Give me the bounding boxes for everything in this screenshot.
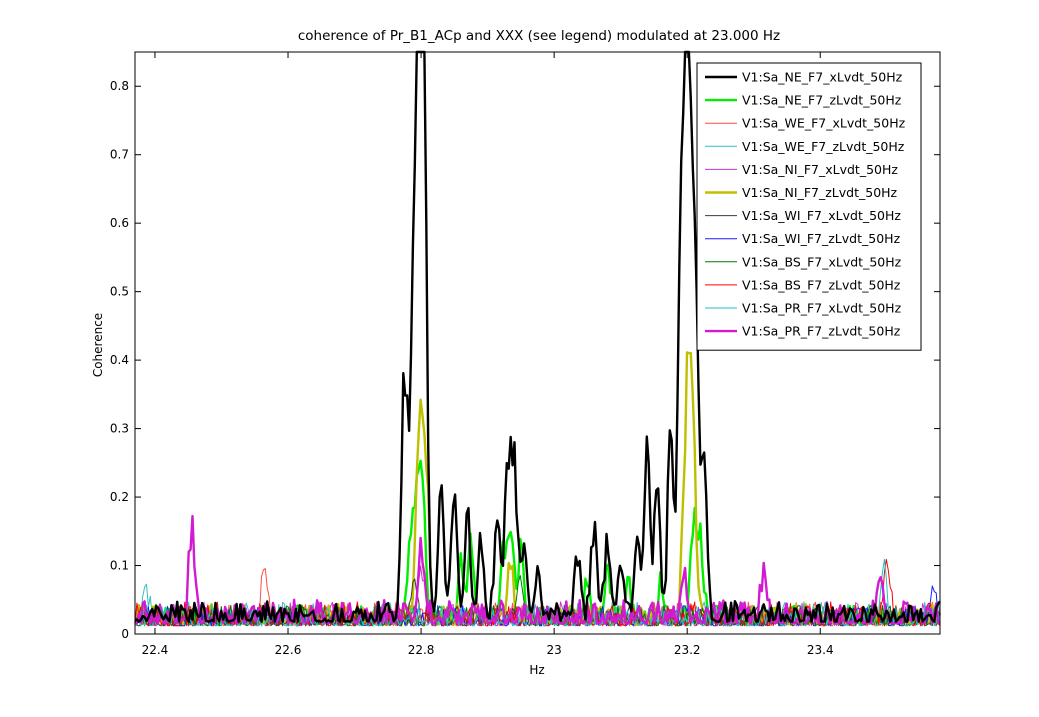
y-axis-label: Coherence: [91, 313, 105, 377]
x-tick-label: 22.8: [408, 643, 435, 657]
legend-label: V1:Sa_WI_F7_zLvdt_50Hz: [742, 231, 901, 246]
y-axis: 0 0.1 0.2 0.3 0.4 0.5 0.6 0.7 0.8: [110, 79, 940, 641]
x-axis: 22.4 22.6 22.8 23 23.2 23.4: [142, 52, 834, 657]
x-tick-label: 23.4: [807, 643, 834, 657]
y-tick-label: 0.2: [110, 490, 129, 504]
series-layer: [133, 50, 942, 627]
plot-frame: [134, 51, 941, 635]
legend-label: V1:Sa_BS_F7_zLvdt_50Hz: [742, 277, 901, 292]
legend-label: V1:Sa_NE_F7_zLvdt_50Hz: [742, 93, 902, 108]
legend-label: V1:Sa_WE_F7_xLvdt_50Hz: [742, 116, 906, 131]
x-tick-label: 23.2: [674, 643, 701, 657]
x-tick-label: 22.4: [142, 643, 169, 657]
y-tick-label: 0.6: [110, 216, 129, 230]
y-tick-label: 0.7: [110, 148, 129, 162]
series-line: [134, 50, 941, 623]
legend-label: V1:Sa_BS_F7_xLvdt_50Hz: [742, 254, 902, 269]
legend-label: V1:Sa_NE_F7_xLvdt_50Hz: [742, 70, 903, 85]
series-line: [134, 558, 941, 627]
x-axis-label: Hz: [529, 663, 544, 677]
legend-label: V1:Sa_PR_F7_xLvdt_50Hz: [742, 301, 902, 316]
legend-label: V1:Sa_WE_F7_zLvdt_50Hz: [742, 139, 905, 154]
legend-box: [696, 62, 922, 351]
legend-label: V1:Sa_NI_F7_zLvdt_50Hz: [742, 185, 898, 200]
y-tick-label: 0: [121, 627, 129, 641]
y-tick-label: 0.3: [110, 422, 129, 436]
chart-title: coherence of Pr_B1_ACp and XXX (see lege…: [298, 28, 780, 44]
y-tick-label: 0.5: [110, 285, 129, 299]
x-tick-label: 23: [546, 643, 561, 657]
legend-label: V1:Sa_NI_F7_xLvdt_50Hz: [742, 162, 898, 177]
x-tick-label: 22.6: [275, 643, 302, 657]
y-tick-label: 0.1: [110, 559, 129, 573]
legend-label: V1:Sa_PR_F7_zLvdt_50Hz: [742, 324, 901, 339]
legend: V1:Sa_NE_F7_xLvdt_50Hz V1:Sa_NE_F7_zLvdt_…: [696, 62, 922, 351]
y-tick-label: 0.4: [110, 353, 129, 367]
legend-label: V1:Sa_WI_F7_xLvdt_50Hz: [742, 208, 901, 223]
y-tick-label: 0.8: [110, 79, 129, 93]
